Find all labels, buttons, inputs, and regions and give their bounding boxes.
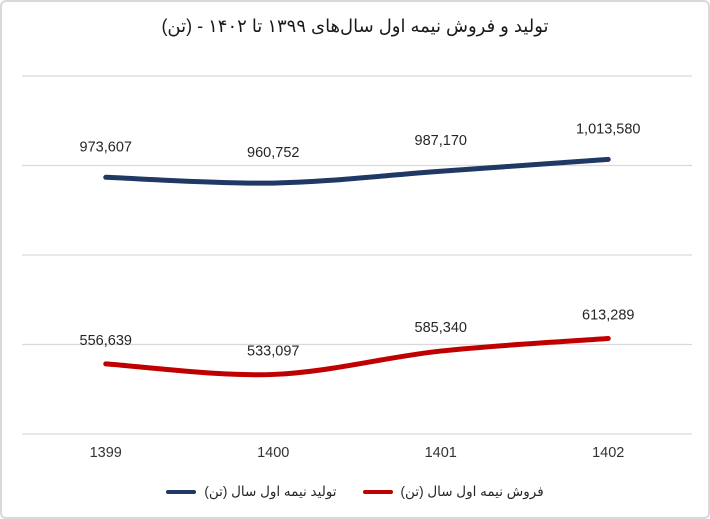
data-label: 973,607 [80, 139, 132, 155]
x-axis-label: 1402 [592, 445, 624, 461]
data-label: 1,013,580 [576, 121, 641, 137]
legend-label-sales: فروش نیمه اول سال (تن) [400, 484, 544, 499]
data-label: 585,340 [415, 320, 467, 336]
data-label: 613,289 [582, 308, 634, 324]
legend-item-sales: فروش نیمه اول سال (تن) [362, 484, 544, 500]
x-axis-label: 1399 [90, 445, 122, 461]
sales-line [103, 336, 611, 378]
x-axis-label: 1401 [425, 445, 457, 461]
data-label: 987,170 [415, 133, 467, 149]
legend-item-production: تولید نیمه اول سال (تن) [166, 484, 337, 500]
legend-label-production: تولید نیمه اول سال (تن) [204, 484, 337, 499]
x-axis-label: 1400 [257, 445, 289, 461]
data-label: 960,752 [247, 145, 299, 161]
line-chart-plot: 973,607 960,752 987,170 1,013,580 556,639 533… [22, 75, 692, 461]
data-label: 556,639 [80, 333, 132, 349]
production-line-marker [166, 490, 197, 494]
data-label: 533,097 [247, 343, 299, 359]
production-line [103, 156, 611, 186]
sales-line-marker [362, 490, 393, 494]
chart-title: تولید و فروش نیمه اول سال‌های ۱۳۹۹ تا ۱۴… [161, 16, 549, 36]
chart-legend: تولید نیمه اول سال (تن) فروش نیمه اول سا… [2, 484, 708, 500]
